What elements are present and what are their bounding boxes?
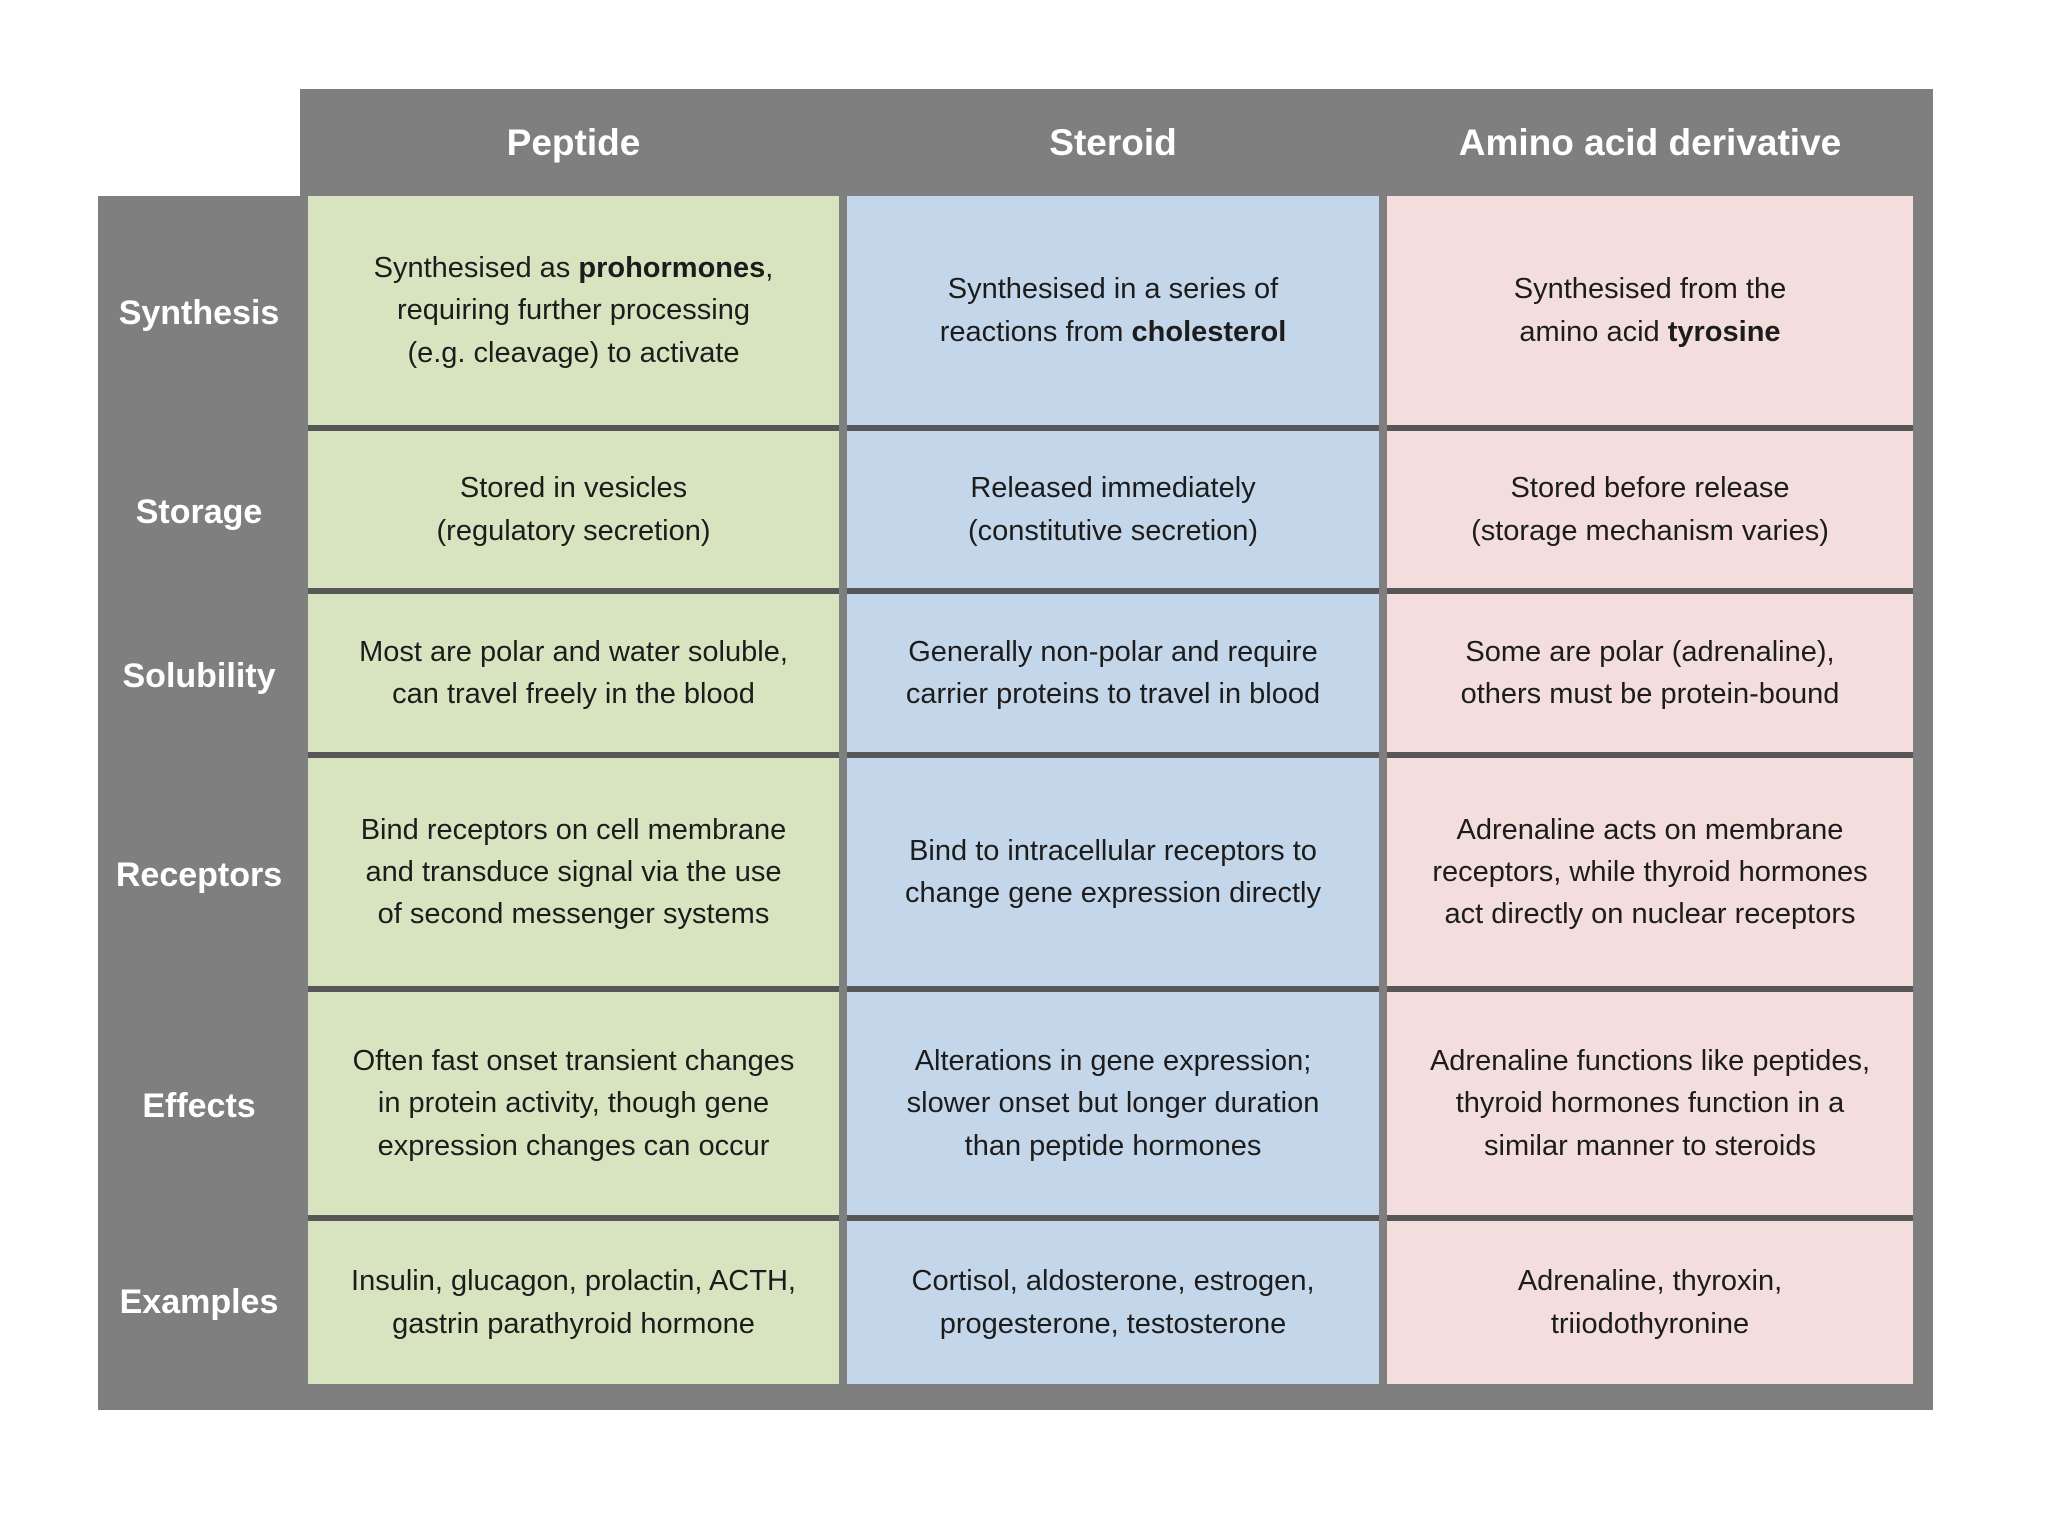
cell-storage-steroid: Released immediately (constitutive secret… <box>847 431 1379 594</box>
cell-text: Most are polar and water soluble, can tra… <box>359 635 788 710</box>
row-label-effects: Effects <box>98 992 300 1221</box>
cell-text: Alterations in gene expression; slower on… <box>906 1045 1320 1162</box>
cell-storage-amino: Stored before release (storage mechanism … <box>1387 431 1913 594</box>
cell-text: Released immediately (constitutive secret… <box>967 472 1259 547</box>
row-label-examples: Examples <box>98 1221 300 1384</box>
cell-text: Synthesised from the amino acid tyrosine <box>1513 273 1787 348</box>
cell-text: Generally non-polar and require carrier p… <box>905 635 1321 710</box>
row-label-receptors: Receptors <box>98 758 300 992</box>
cell-solubility-peptide: Most are polar and water soluble, can tra… <box>308 594 839 758</box>
cell-solubility-steroid: Generally non-polar and require carrier p… <box>847 594 1379 758</box>
table-corner-blank <box>98 89 300 196</box>
cell-text: Bind to intracellular receptors to change… <box>905 834 1321 909</box>
cell-solubility-amino: Some are polar (adrenaline), others must … <box>1387 594 1913 758</box>
cell-text: Some are polar (adrenaline), others must … <box>1460 635 1840 710</box>
column-header-peptide: Peptide <box>308 89 839 196</box>
cell-examples-peptide: Insulin, glucagon, prolactin, ACTH, gastr… <box>308 1221 839 1384</box>
cell-text: Cortisol, aldosterone, estrogen, progeste… <box>911 1265 1315 1340</box>
cell-receptors-amino: Adrenaline acts on membrane receptors, wh… <box>1387 758 1913 992</box>
row-label-solubility: Solubility <box>98 594 300 758</box>
cell-effects-steroid: Alterations in gene expression; slower on… <box>847 992 1379 1221</box>
cell-text: Synthesised in a series of reactions from… <box>939 273 1287 348</box>
cell-receptors-peptide: Bind receptors on cell membrane and trans… <box>308 758 839 992</box>
cell-synthesis-amino: Synthesised from the amino acid tyrosine <box>1387 196 1913 431</box>
cell-effects-peptide: Often fast onset transient changes in pro… <box>308 992 839 1221</box>
cell-text: Stored before release (storage mechanism … <box>1471 472 1829 547</box>
row-label-synthesis: Synthesis <box>98 196 300 431</box>
cell-text: Synthesised as prohormones, requiring fur… <box>373 252 774 369</box>
cell-receptors-steroid: Bind to intracellular receptors to change… <box>847 758 1379 992</box>
cell-synthesis-steroid: Synthesised in a series of reactions from… <box>847 196 1379 431</box>
cell-examples-steroid: Cortisol, aldosterone, estrogen, progeste… <box>847 1221 1379 1384</box>
cell-text: Often fast onset transient changes in pro… <box>352 1045 795 1162</box>
cell-effects-amino: Adrenaline functions like peptides, thyro… <box>1387 992 1913 1221</box>
cell-text: Adrenaline acts on membrane receptors, wh… <box>1432 813 1868 931</box>
cell-text: Stored in vesicles (regulatory secretion) <box>436 472 711 547</box>
cell-storage-peptide: Stored in vesicles (regulatory secretion) <box>308 431 839 594</box>
cell-text: Adrenaline functions like peptides, thyro… <box>1429 1045 1871 1162</box>
column-header-steroid: Steroid <box>847 89 1379 196</box>
cell-text: Insulin, glucagon, prolactin, ACTH, gastr… <box>351 1265 796 1340</box>
cell-examples-amino: Adrenaline, thyroxin, triiodothyronine <box>1387 1221 1913 1384</box>
hormone-comparison-table: Peptide Steroid Amino acid derivative Sy… <box>98 89 1933 1410</box>
cell-text: Bind receptors on cell membrane and trans… <box>360 813 787 931</box>
column-header-amino-acid-derivative: Amino acid derivative <box>1387 89 1913 196</box>
row-label-storage: Storage <box>98 431 300 594</box>
cell-text: Adrenaline, thyroxin, triiodothyronine <box>1517 1265 1783 1340</box>
cell-synthesis-peptide: Synthesised as prohormones, requiring fur… <box>308 196 839 431</box>
